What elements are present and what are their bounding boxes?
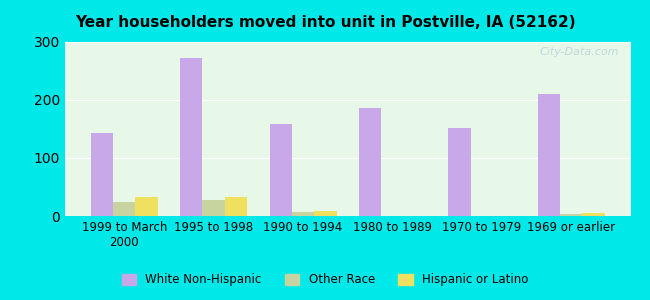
Bar	[225, 197, 247, 216]
Bar	[314, 212, 337, 216]
Bar	[135, 197, 158, 216]
Bar	[180, 58, 202, 216]
Bar	[270, 124, 292, 216]
Bar	[359, 107, 382, 216]
Text: Year householders moved into unit in Postville, IA (52162): Year householders moved into unit in Pos…	[75, 15, 575, 30]
Text: City-Data.com: City-Data.com	[540, 47, 619, 57]
Bar	[582, 213, 604, 216]
Bar	[560, 214, 582, 216]
Bar	[538, 94, 560, 216]
Bar	[113, 202, 135, 216]
Bar	[448, 128, 471, 216]
Bar	[91, 133, 113, 216]
Legend: White Non-Hispanic, Other Race, Hispanic or Latino: White Non-Hispanic, Other Race, Hispanic…	[117, 269, 533, 291]
Bar	[292, 212, 314, 216]
Bar	[202, 200, 225, 216]
